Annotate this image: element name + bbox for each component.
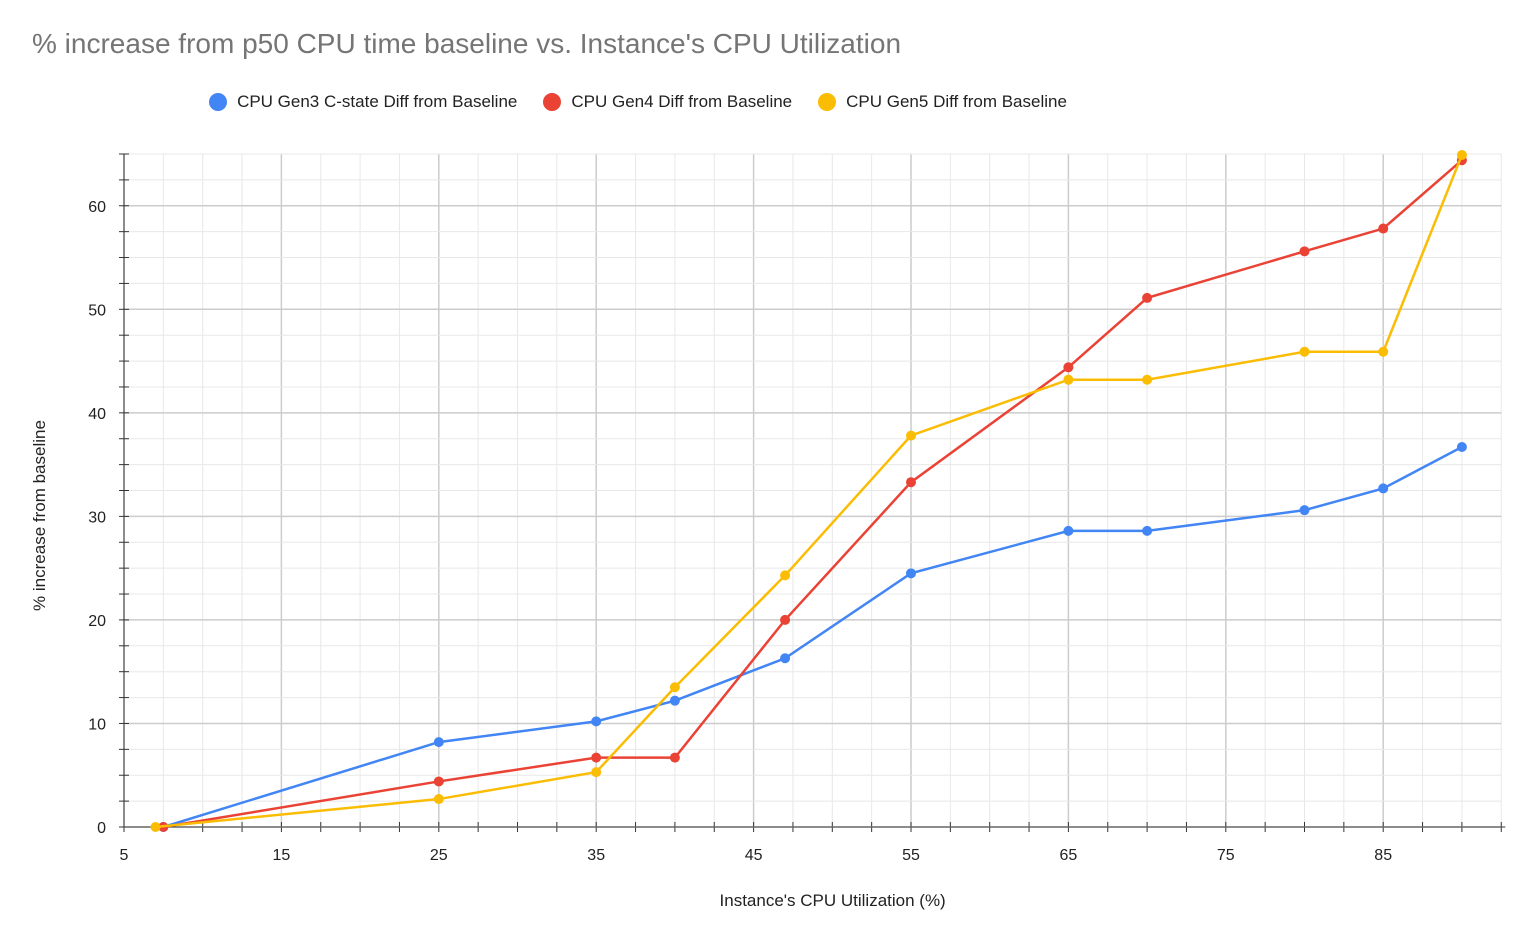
data-point [780,653,791,664]
data-point [1378,346,1389,357]
y-axis-label: % increase from baseline [30,420,49,611]
x-tick-label: 35 [587,847,605,864]
legend-label: CPU Gen5 Diff from Baseline [846,92,1067,111]
y-tick-label: 10 [88,716,106,733]
x-tick-label: 25 [430,847,448,864]
data-point [906,477,916,488]
legend: CPU Gen3 C-state Diff from Baseline CPU … [0,92,1406,112]
data-point [1456,150,1467,161]
data-point [591,752,602,763]
legend-item[interactable]: CPU Gen4 Diff from Baseline [543,92,792,112]
legend-marker [209,93,228,111]
legend-marker [818,93,837,111]
data-point [433,737,444,748]
legend-item[interactable]: CPU Gen5 Diff from Baseline [818,92,1067,112]
data-point [433,794,444,805]
data-point [1378,223,1389,234]
data-point [433,776,444,787]
data-point [1456,442,1467,453]
data-point [150,822,161,832]
x-tick-label: 75 [1217,847,1235,864]
y-tick-label: 60 [88,199,106,216]
data-point [669,695,680,706]
data-point [1299,346,1310,357]
data-point [1299,505,1310,516]
series-line [162,445,1463,829]
data-point [669,682,680,693]
y-tick-label: 20 [88,613,106,630]
data-point [780,570,791,581]
y-tick-label: 0 [97,820,106,837]
data-point [780,614,791,625]
data-point [1063,362,1074,373]
data-point [1378,483,1389,494]
data-point [669,752,680,763]
x-axis-label: Instance's CPU Utilization (%) [720,891,946,910]
x-tick-label: 45 [745,847,763,864]
data-point [1142,374,1153,385]
legend-item[interactable]: CPU Gen3 C-state Diff from Baseline [209,92,517,112]
data-point [906,430,916,441]
data-point [1299,246,1310,257]
chart-title: % increase from p50 CPU time baseline vs… [32,28,902,59]
x-tick-label: 85 [1374,847,1392,864]
data-point [906,568,916,579]
x-tick-label: 15 [273,847,291,864]
y-tick-label: 30 [88,509,106,526]
data-point [1142,292,1153,303]
data-point [1063,374,1074,385]
y-tick-label: 40 [88,406,106,423]
x-tick-label: 65 [1060,847,1078,864]
y-tick-label: 50 [88,302,106,319]
data-point [591,716,602,727]
series-line [155,154,1464,829]
x-tick-label: 55 [902,847,920,864]
series-line [163,159,1463,829]
legend-label: CPU Gen4 Diff from Baseline [571,92,793,111]
data-point [591,767,602,778]
data-point [1142,525,1153,536]
legend-marker [543,93,562,111]
data-point [1063,525,1074,536]
legend-label: CPU Gen3 C-state Diff from Baseline [237,92,518,111]
x-tick-label: 5 [120,847,129,864]
